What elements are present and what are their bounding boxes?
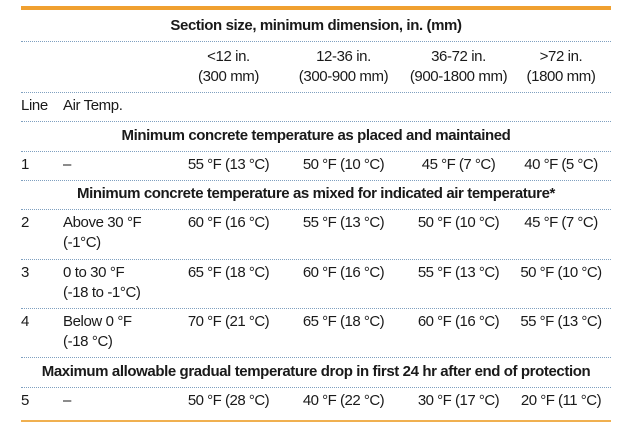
value-cell: 55 °F (13 °C) [520,313,602,330]
section-title: Maximum allowable gradual temperature dr… [41,363,591,380]
divider [21,180,611,181]
value-cell: 40 °F (5 °C) [524,156,598,173]
air-temp: – [63,156,71,173]
top-accent-rule [21,6,611,10]
value-cell: 60 °F (16 °C) [187,214,270,231]
section-title: Minimum concrete temperature as mixed fo… [77,185,555,202]
line-number: 2 [21,214,29,231]
value-cell: 45 °F (7 °C) [524,214,598,231]
air-temp: 0 to 30 °F (-18 to -1°C) [63,264,141,301]
divider [21,387,611,388]
value-cell: 50 °F (10 °C) [520,264,602,281]
value-cell: 20 °F (11 °C) [520,392,602,409]
divider [21,357,611,358]
line-number: 1 [21,156,29,173]
value-cell: 50 °F (10 °C) [417,214,500,231]
value-cell: 50 °F (28 °C) [187,392,270,409]
value-cell: 55 °F (13 °C) [417,264,500,281]
air-temp-header: Air Temp. [63,97,123,114]
value-cell: 65 °F (18 °C) [302,313,385,330]
divider [21,121,611,122]
section-title: Minimum concrete temperature as placed a… [121,127,511,144]
divider [21,308,611,309]
line-number: 4 [21,313,29,330]
divider [21,209,611,210]
bottom-accent-rule [21,420,611,422]
air-temp: Below 0 °F (-18 °C) [63,313,132,350]
divider [21,92,611,93]
table-title-text: Section size, minimum dimension, in. (mm… [170,17,462,34]
col-header-3: 36-72 in. (900-1800 mm) [409,48,508,85]
value-cell: 45 °F (7 °C) [421,156,496,173]
col-header-2: 12-36 in. (300-900 mm) [298,48,389,85]
value-cell: 55 °F (13 °C) [302,214,385,231]
value-cell: 40 °F (22 °C) [302,392,385,409]
divider [21,259,611,260]
line-number: 5 [21,392,29,409]
value-cell: 60 °F (16 °C) [302,264,385,281]
value-cell: 70 °F (21 °C) [187,313,270,330]
air-temp: Above 30 °F (-1°C) [63,214,142,251]
col-header-1: <12 in. (300 mm) [198,48,259,85]
divider [21,41,611,42]
value-cell: 55 °F (13 °C) [187,156,270,173]
line-number: 3 [21,264,29,281]
col-header-4: >72 in. (1800 mm) [526,48,596,85]
value-cell: 30 °F (17 °C) [417,392,500,409]
line-header: Line [21,97,48,114]
value-cell: 50 °F (10 °C) [302,156,385,173]
value-cell: 65 °F (18 °C) [187,264,270,281]
divider [21,151,611,152]
value-cell: 60 °F (16 °C) [417,313,500,330]
air-temp: – [63,392,71,409]
